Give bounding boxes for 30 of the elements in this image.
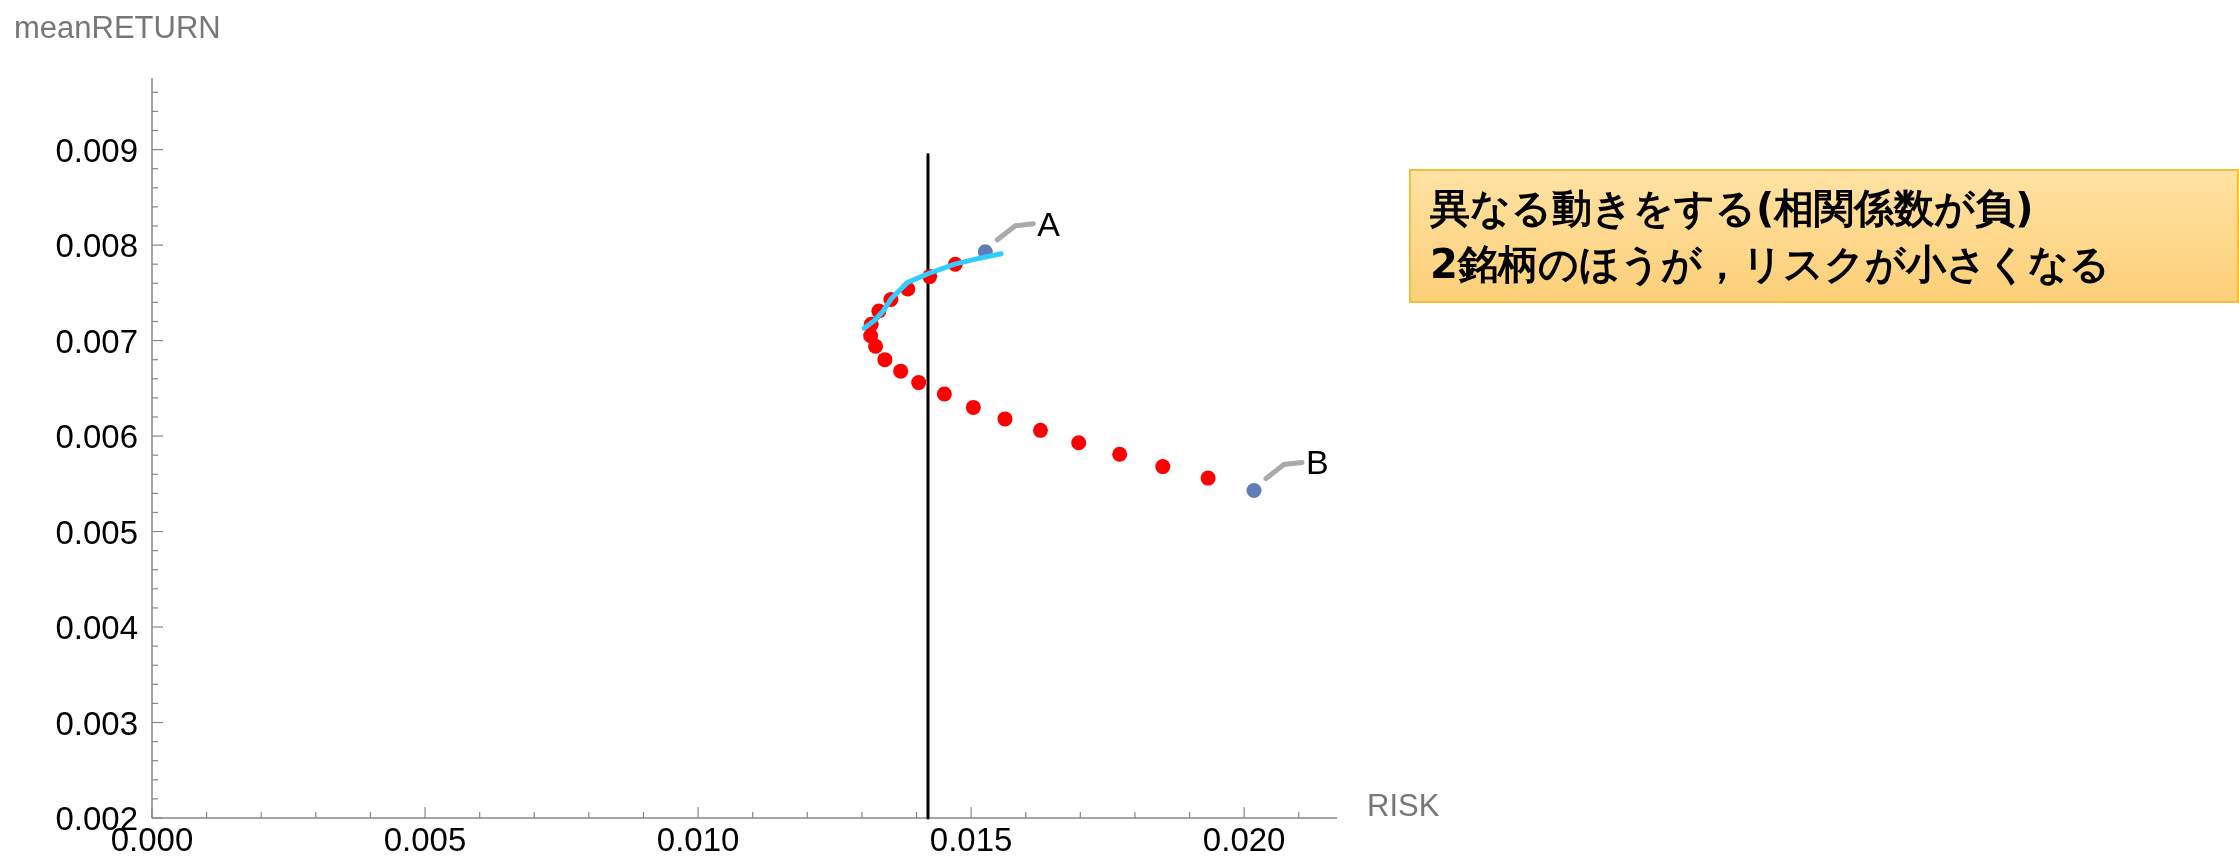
x-tick-label: 0.010 bbox=[656, 821, 740, 857]
x-axis-title: RISK bbox=[1367, 788, 1440, 823]
point bbox=[1246, 482, 1262, 498]
y-tick-label: 0.009 bbox=[55, 131, 138, 169]
point bbox=[911, 375, 927, 391]
y-tick-label: 0.004 bbox=[55, 609, 138, 647]
y-tick-label: 0.005 bbox=[55, 513, 138, 551]
point bbox=[997, 411, 1013, 427]
text: 異なる動きをする(相関係数が負) bbox=[1430, 185, 2034, 231]
y-tick-label: 0.008 bbox=[55, 227, 138, 265]
annotation: A bbox=[1037, 204, 1061, 243]
point bbox=[1032, 422, 1048, 438]
y-tick-label: 0.003 bbox=[55, 704, 138, 742]
annotation: B bbox=[1306, 443, 1329, 482]
y-tick-label: 0.006 bbox=[55, 418, 138, 456]
x-tick-label: 0.015 bbox=[929, 821, 1013, 857]
y-axis-title: meanRETURN bbox=[14, 10, 221, 45]
point bbox=[868, 338, 884, 354]
x-tick-label: 0.020 bbox=[1202, 821, 1286, 857]
x-tick-label: 0.005 bbox=[383, 821, 467, 857]
point bbox=[965, 399, 981, 415]
text: 2銘柄のほうが，リスクが小さくなる bbox=[1430, 241, 2110, 287]
point bbox=[1112, 446, 1128, 462]
point bbox=[877, 352, 893, 368]
point bbox=[1200, 470, 1216, 486]
point bbox=[1071, 435, 1087, 451]
point bbox=[936, 386, 952, 402]
point bbox=[893, 363, 909, 379]
y-tick-label: 0.007 bbox=[55, 322, 138, 360]
point bbox=[1155, 459, 1171, 475]
